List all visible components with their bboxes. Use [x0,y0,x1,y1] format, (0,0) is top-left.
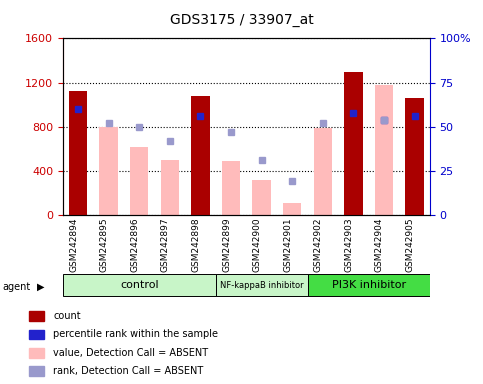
Bar [28,366,44,376]
Bar [69,91,87,215]
Text: GSM242902: GSM242902 [314,218,323,272]
Bar [161,160,179,215]
Bar [344,71,363,215]
Text: GSM242898: GSM242898 [191,218,200,273]
FancyBboxPatch shape [308,274,430,296]
Text: rank, Detection Call = ABSENT: rank, Detection Call = ABSENT [53,366,203,376]
Text: value, Detection Call = ABSENT: value, Detection Call = ABSENT [53,348,208,358]
Bar [28,348,44,358]
Text: GSM242904: GSM242904 [375,218,384,272]
Bar [253,180,271,215]
Text: GSM242899: GSM242899 [222,218,231,273]
Bar [313,128,332,215]
Text: GSM242895: GSM242895 [99,218,109,273]
FancyBboxPatch shape [216,274,308,296]
Bar [222,161,240,215]
Bar [130,147,148,215]
Text: ▶: ▶ [37,282,45,292]
Text: GSM242901: GSM242901 [283,218,292,273]
Text: control: control [120,280,158,290]
Text: GDS3175 / 33907_at: GDS3175 / 33907_at [170,13,313,27]
Text: count: count [53,311,81,321]
Text: GSM242905: GSM242905 [406,218,414,273]
Text: PI3K inhibitor: PI3K inhibitor [332,280,406,290]
Text: GSM242900: GSM242900 [253,218,262,273]
Bar [28,311,44,321]
FancyBboxPatch shape [63,274,216,296]
Bar [99,127,118,215]
Bar [405,98,424,215]
Bar [28,329,44,339]
Bar [191,96,210,215]
Text: GSM242903: GSM242903 [344,218,354,273]
Bar [375,85,393,215]
Text: NF-kappaB inhibitor: NF-kappaB inhibitor [220,281,303,290]
Text: percentile rank within the sample: percentile rank within the sample [53,329,218,339]
Text: agent: agent [2,282,30,292]
Text: GSM242896: GSM242896 [130,218,139,273]
Text: GSM242897: GSM242897 [161,218,170,273]
Text: GSM242894: GSM242894 [69,218,78,272]
Bar [283,203,301,215]
